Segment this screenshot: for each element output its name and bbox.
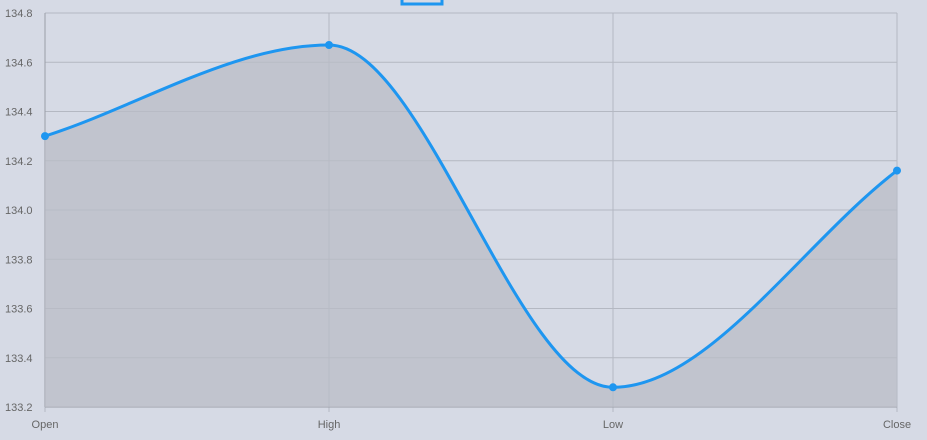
- data-points: [41, 41, 901, 392]
- data-point-open[interactable]: [41, 132, 49, 141]
- x-tick-label: Open: [32, 419, 59, 431]
- data-point-high[interactable]: [325, 41, 333, 50]
- y-tick-label: 134.0: [5, 205, 33, 217]
- x-tick-label: High: [318, 419, 341, 431]
- series-line: [44, 43, 898, 389]
- data-point-low[interactable]: [609, 383, 617, 392]
- series-line-layer: [44, 43, 898, 389]
- y-tick-label: 134.2: [5, 156, 33, 168]
- y-tick-label: 134.6: [5, 57, 33, 69]
- y-tick-label: 133.4: [5, 353, 33, 365]
- series-area-fill: [45, 45, 897, 407]
- y-tick-label: 133.8: [5, 254, 33, 266]
- y-tick-label: 134.8: [5, 8, 33, 20]
- x-tick-label: Close: [883, 419, 911, 431]
- y-axis-ticks: 133.2 133.4 133.6 133.8 134.0 134.2 134.4 134.6…: [5, 8, 33, 414]
- x-tick-label: Low: [603, 419, 623, 431]
- y-tick-label: 134.4: [5, 107, 33, 119]
- legend-swatch[interactable]: [400, 0, 444, 6]
- legend[interactable]: [400, 0, 444, 6]
- x-axis-ticks: Open High Low Close: [32, 419, 912, 431]
- y-tick-label: 133.6: [5, 304, 33, 316]
- y-tick-label: 133.2: [5, 402, 33, 414]
- data-point-close[interactable]: [893, 166, 901, 175]
- area-fill-layer: [45, 45, 897, 407]
